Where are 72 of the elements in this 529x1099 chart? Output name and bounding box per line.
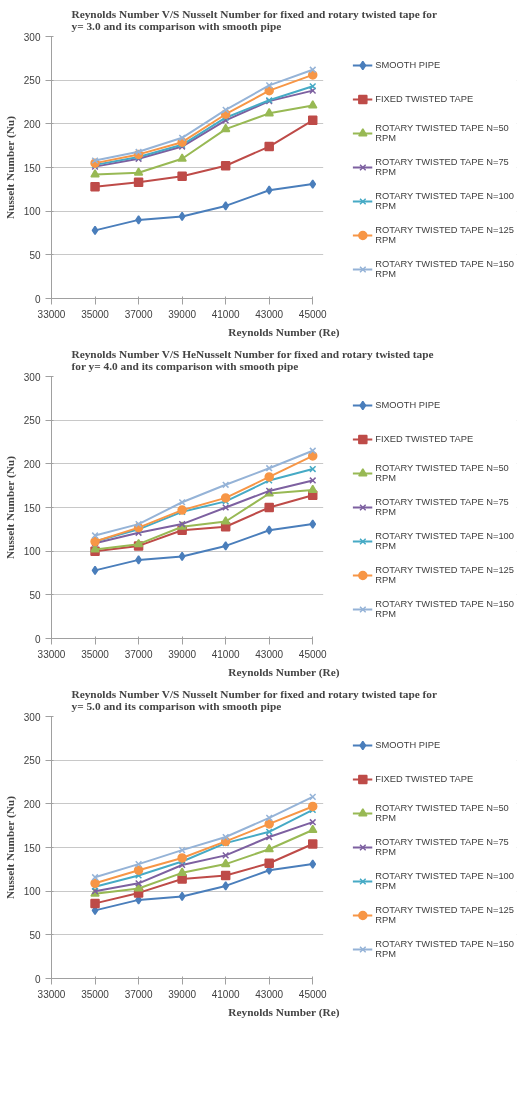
y-tick-label: 150 (23, 162, 41, 174)
legend-label: ROTARY TWISTED TAPE N=100 RPM (375, 531, 514, 551)
legend-label: SMOOTH PIPE (375, 60, 441, 70)
x-tick-label: 39000 (168, 308, 197, 320)
legend-label: ROTARY TWISTED TAPE N=150 RPM (375, 939, 514, 959)
legend-label: ROTARY TWISTED TAPE N=100 RPM (375, 871, 514, 891)
legend-label: ROTARY TWISTED TAPE N=50 RPM (375, 463, 509, 483)
y-tick-label: 200 (23, 458, 41, 470)
legend-label: ROTARY TWISTED TAPE N=75 RPM (375, 837, 509, 857)
y-tick-label: 0 (34, 633, 41, 645)
y-tick-label: 150 (23, 502, 41, 514)
legend-label: ROTARY TWISTED TAPE N=125 RPM (375, 905, 514, 925)
x-axis-title: Reynolds Number (Re) (228, 325, 340, 339)
y-tick-label: 150 (23, 842, 41, 854)
y-axis-title: Nusselt Number (Nu) (3, 795, 17, 900)
y-axis-title: Nusselt Number (Nu) (3, 455, 17, 560)
y-axis-title: Nusselt Number (Nu) (3, 115, 17, 220)
x-tick-label: 33000 (37, 648, 66, 660)
x-tick-label: 45000 (298, 308, 328, 320)
x-tick-label: 37000 (124, 648, 153, 660)
x-tick-label: 45000 (298, 648, 328, 660)
x-tick-label: 33000 (37, 988, 66, 1000)
y-tick-label: 50 (29, 589, 41, 601)
y-tick-label: 50 (29, 929, 41, 941)
y-tick-label: 250 (23, 75, 41, 87)
y-tick-label: 200 (23, 798, 41, 810)
x-tick-label: 45000 (298, 988, 328, 1000)
x-tick-label: 39000 (168, 988, 197, 1000)
x-tick-label: 41000 (211, 648, 240, 660)
x-axis-title: Reynolds Number (Re) (228, 1005, 340, 1019)
y-tick-label: 0 (34, 293, 41, 305)
x-tick-label: 39000 (168, 648, 197, 660)
y-tick-label: 250 (23, 415, 41, 427)
legend-label: ROTARY TWISTED TAPE N=75 RPM (375, 497, 509, 517)
legend-label: SMOOTH PIPE (375, 400, 441, 410)
legend-label: SMOOTH PIPE (375, 740, 441, 750)
y-tick-label: 100 (23, 206, 41, 218)
legend-label: FIXED TWISTED TAPE (375, 774, 474, 784)
legend-label: ROTARY TWISTED TAPE N=125 RPM (375, 225, 514, 245)
legend-label: ROTARY TWISTED TAPE N=100 RPM (375, 191, 514, 211)
legend-label: ROTARY TWISTED TAPE N=125 RPM (375, 565, 514, 585)
x-tick-label: 33000 (37, 308, 66, 320)
chart-title: Reynolds Number V/S HeNusselt Number for fixed and rotary twisted tape for y= 4.0 and its comparison with smooth pipe (71, 347, 434, 372)
x-tick-label: 35000 (81, 648, 110, 660)
y-tick-label: 100 (23, 546, 41, 558)
legend-label: ROTARY TWISTED TAPE N=150 RPM (375, 599, 514, 619)
legend-label: ROTARY TWISTED TAPE N=150 RPM (375, 259, 514, 279)
legend-label: FIXED TWISTED TAPE (375, 434, 474, 444)
chart-title: Reynolds Number V/S Nusselt Number for fixed and rotary twisted tape for y= 3.0 and its comparison with smooth pipe (71, 7, 438, 32)
y-tick-label: 300 (23, 31, 41, 43)
legend-label: FIXED TWISTED TAPE (375, 94, 474, 104)
x-tick-label: 37000 (124, 308, 153, 320)
x-tick-label: 37000 (124, 988, 153, 1000)
x-tick-label: 41000 (211, 308, 240, 320)
legend-label: ROTARY TWISTED TAPE N=75 RPM (375, 157, 509, 177)
x-tick-label: 35000 (81, 308, 110, 320)
x-axis-title: Reynolds Number (Re) (228, 665, 340, 679)
y-tick-label: 300 (23, 711, 41, 723)
y-tick-label: 250 (23, 755, 41, 767)
y-tick-label: 200 (23, 118, 41, 130)
y-tick-label: 0 (34, 973, 41, 985)
chart-title: Reynolds Number V/S Nusselt Number for fixed and rotary twisted tape for y= 5.0 and its comparison with smooth pipe (71, 687, 438, 712)
x-tick-label: 43000 (255, 308, 284, 320)
x-tick-label: 41000 (211, 988, 240, 1000)
y-tick-label: 100 (23, 886, 41, 898)
x-tick-label: 43000 (255, 648, 284, 660)
x-tick-label: 35000 (81, 988, 110, 1000)
y-tick-label: 50 (29, 249, 41, 261)
y-tick-label: 300 (23, 371, 41, 383)
legend-label: ROTARY TWISTED TAPE N=50 RPM (375, 123, 509, 143)
legend-label: ROTARY TWISTED TAPE N=50 RPM (375, 803, 509, 823)
x-tick-label: 43000 (255, 988, 284, 1000)
